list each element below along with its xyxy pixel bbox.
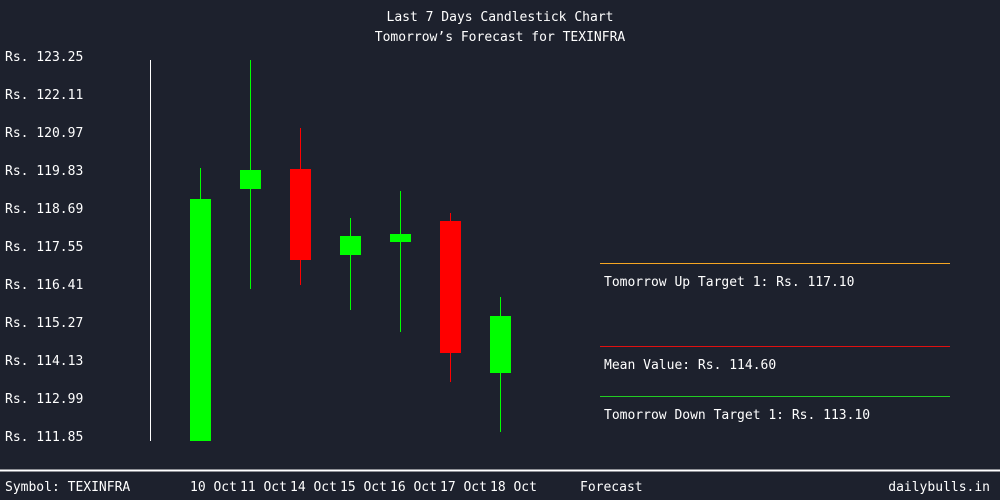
chart-subtitle: Tomorrow’s Forecast for TEXINFRA [374, 30, 626, 45]
candle-body [190, 199, 211, 441]
candles [190, 60, 511, 441]
x-tick: 14 Oct [290, 480, 337, 495]
y-tick: Rs. 118.69 [5, 202, 84, 217]
y-tick: Rs. 120.97 [5, 126, 84, 141]
y-tick: Rs. 116.41 [5, 278, 84, 293]
down-target-label: Tomorrow Down Target 1: Rs. 113.10 [604, 408, 871, 423]
x-tick: 11 Oct [240, 480, 287, 495]
up-target-label: Tomorrow Up Target 1: Rs. 117.10 [604, 275, 855, 290]
brand-link[interactable]: dailybulls.in [888, 480, 990, 495]
x-tick: 16 Oct [390, 480, 437, 495]
y-tick: Rs. 119.83 [5, 164, 84, 179]
x-tick: 10 Oct [190, 480, 237, 495]
chart-title: Last 7 Days Candlestick Chart [386, 10, 614, 25]
candle-body [390, 234, 411, 242]
y-tick: Rs. 117.55 [5, 240, 84, 255]
y-tick: Rs. 123.25 [5, 50, 84, 65]
candle-body [490, 316, 511, 373]
forecast-lines [600, 263, 950, 397]
candle-body [290, 169, 311, 260]
forecast-label: Forecast [580, 480, 643, 495]
symbol-label: Symbol: TEXINFRA [5, 480, 131, 495]
x-tick: 18 Oct [490, 480, 537, 495]
candle-body [440, 221, 461, 353]
y-tick: Rs. 114.13 [5, 354, 84, 369]
y-tick: Rs. 111.85 [5, 430, 84, 445]
x-tick: 17 Oct [440, 480, 487, 495]
y-tick: Rs. 112.99 [5, 392, 84, 407]
candle-body [240, 170, 261, 189]
candle-body [340, 236, 361, 255]
x-tick: 15 Oct [340, 480, 387, 495]
y-tick: Rs. 122.11 [5, 88, 84, 103]
mean-value-label: Mean Value: Rs. 114.60 [604, 358, 777, 373]
y-tick: Rs. 115.27 [5, 316, 84, 331]
